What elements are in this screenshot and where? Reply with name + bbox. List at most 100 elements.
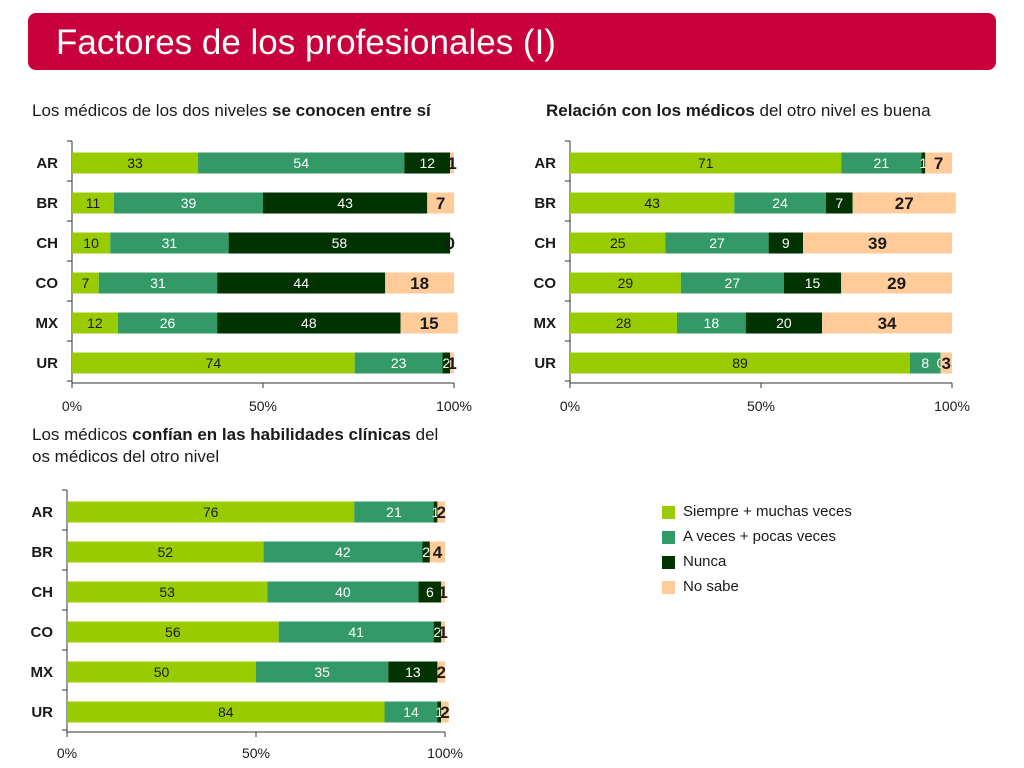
data-label-no-sabe-ch: 1: [438, 583, 447, 602]
data-label-nunca-ch: 58: [332, 235, 348, 251]
chart3-subtitle-line2: os médicos del otro nivel: [32, 447, 220, 466]
bar-no-sabe-ar: [925, 152, 952, 174]
data-label-a-veces-ch: 40: [335, 584, 351, 600]
chart1-subtitle: Los médicos de los dos niveles se conoce…: [32, 100, 431, 122]
bar-siempre-ur: [72, 352, 355, 374]
data-label-nunca-br: 2: [422, 544, 430, 560]
bar-siempre-ar: [570, 152, 842, 174]
category-label-co: CO: [36, 275, 59, 292]
bar-no-sabe-ar: [450, 152, 454, 174]
data-label-no-sabe-ur: 2: [440, 703, 449, 722]
x-tick-label: 100%: [436, 398, 472, 414]
bar-a-veces-br: [263, 541, 423, 563]
data-label-nunca-br: 7: [835, 195, 843, 211]
bar-nunca-ar: [404, 152, 451, 174]
bar-nunca-br: [422, 541, 430, 563]
bar-nunca-co: [783, 272, 842, 294]
bar-no-sabe-ur: [940, 352, 952, 374]
category-label-ar: AR: [31, 504, 53, 521]
category-label-br: BR: [534, 195, 556, 212]
bar-no-sabe-ar: [437, 501, 445, 523]
bar-nunca-co: [217, 272, 386, 294]
data-label-a-veces-br: 24: [772, 195, 788, 211]
bar-siempre-br: [570, 192, 735, 214]
bar-nunca-mx: [745, 312, 823, 334]
data-label-no-sabe-mx: 15: [420, 314, 439, 333]
bar-no-sabe-co: [441, 621, 445, 643]
legend-swatch-no-sabe: [662, 581, 675, 594]
bar-nunca-mx: [388, 661, 438, 683]
data-label-a-veces-ar: 21: [874, 155, 890, 171]
bar-nunca-br: [825, 192, 853, 214]
data-label-siempre-mx: 28: [616, 315, 632, 331]
bar-nunca-ur: [442, 352, 451, 374]
data-label-no-sabe-co: 18: [410, 274, 429, 293]
chart1-subtitle-a: Los médicos de los dos niveles: [32, 101, 273, 120]
category-label-mx: MX: [534, 315, 557, 332]
data-label-a-veces-co: 41: [348, 624, 364, 640]
legend-swatch-siempre: [662, 506, 675, 519]
data-label-a-veces-mx: 35: [314, 664, 330, 680]
bar-no-sabe-co: [385, 272, 454, 294]
category-label-ch: CH: [36, 235, 58, 252]
bar-no-sabe-br: [429, 541, 445, 563]
bar-a-veces-ur: [909, 352, 941, 374]
category-label-co: CO: [534, 275, 557, 292]
data-label-siempre-mx: 12: [87, 315, 103, 331]
data-label-nunca-co: 2: [434, 624, 442, 640]
data-label-a-veces-co: 31: [150, 275, 166, 291]
bar-nunca-br: [263, 192, 428, 214]
data-label-nunca-mx: 20: [776, 315, 792, 331]
category-label-mx: MX: [31, 664, 54, 681]
bar-nunca-ar: [433, 501, 438, 523]
bar-a-veces-mx: [117, 312, 218, 334]
data-label-nunca-ch: 9: [782, 235, 790, 251]
data-label-siempre-ar: 33: [127, 155, 143, 171]
bar-nunca-ar: [921, 152, 926, 174]
data-label-a-veces-ch: 31: [162, 235, 178, 251]
chart3-subtitle-c: del: [410, 425, 439, 444]
legend-label-no-sabe: No sabe: [683, 578, 739, 595]
bar-siempre-br: [67, 541, 264, 563]
bar-siempre-ur: [67, 701, 385, 723]
x-tick-label: 50%: [249, 398, 277, 414]
data-label-siempre-co: 7: [81, 275, 89, 291]
data-label-nunca-co: 15: [805, 275, 821, 291]
bar-siempre-co: [570, 272, 681, 294]
bar-nunca-ur: [437, 701, 442, 723]
bar-no-sabe-ur: [450, 352, 454, 374]
data-label-a-veces-ar: 21: [386, 504, 402, 520]
category-label-ch: CH: [534, 235, 556, 252]
data-label-no-sabe-ar: 7: [934, 154, 943, 173]
bar-a-veces-ar: [841, 152, 922, 174]
data-label-no-sabe-br: 7: [436, 194, 445, 213]
bar-no-sabe-ur: [441, 701, 449, 723]
data-label-no-sabe-br: 4: [433, 543, 443, 562]
data-label-a-veces-ar: 54: [293, 155, 309, 171]
category-label-ch: CH: [31, 584, 53, 601]
bar-siempre-co: [67, 621, 279, 643]
data-label-siempre-ur: 84: [218, 704, 234, 720]
data-label-no-sabe-co: 1: [438, 623, 447, 642]
bar-siempre-mx: [570, 312, 677, 334]
x-tick-label: 0%: [62, 398, 82, 414]
data-label-siempre-ar: 71: [698, 155, 714, 171]
legend-label-a-veces: A veces + pocas veces: [683, 528, 837, 545]
bar-nunca-ch: [418, 581, 442, 603]
data-label-no-sabe-mx: 2: [436, 663, 445, 682]
bar-a-veces-co: [278, 621, 434, 643]
bar-siempre-ar: [67, 501, 355, 523]
data-label-no-sabe-ch: 39: [868, 234, 887, 253]
data-label-a-veces-ur: 8: [921, 355, 929, 371]
bar-a-veces-mx: [676, 312, 746, 334]
data-label-nunca-ch: 6: [426, 584, 434, 600]
data-label-a-veces-br: 42: [335, 544, 351, 560]
data-label-no-sabe-ch: 0: [445, 234, 454, 253]
chart3-subtitle: Los médicos confían en las habilidades c…: [32, 424, 438, 468]
bar-no-sabe-ch: [803, 232, 952, 254]
category-label-br: BR: [31, 544, 53, 561]
bar-no-sabe-mx: [400, 312, 458, 334]
data-label-no-sabe-ur: 1: [447, 354, 456, 373]
data-label-nunca-mx: 13: [405, 664, 421, 680]
bar-siempre-mx: [72, 312, 118, 334]
